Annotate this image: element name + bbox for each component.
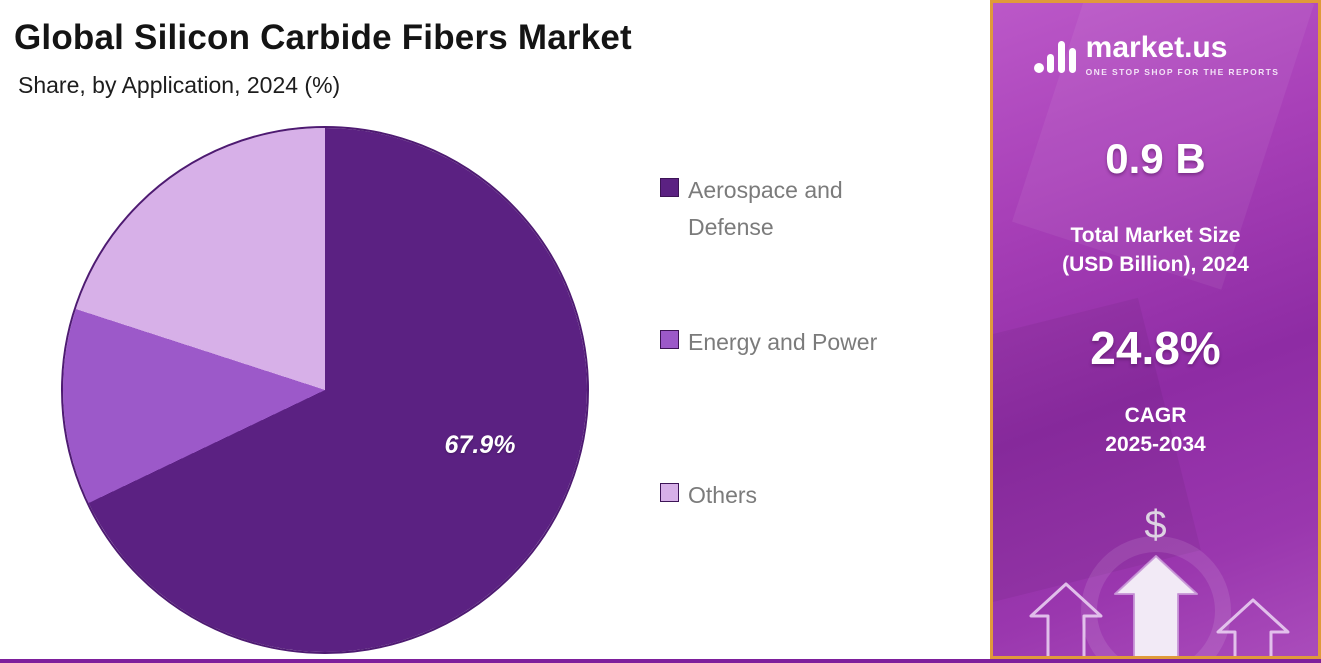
brand-text: market.us ONE STOP SHOP FOR THE REPORTS — [1085, 31, 1280, 78]
legend-label-others: Others — [688, 482, 758, 508]
legend-swatch-others — [660, 483, 679, 502]
page-title: Global Silicon Carbide Fibers Market — [14, 18, 632, 57]
pie-chart — [61, 126, 589, 654]
cagr-value: 24.8% — [1090, 322, 1221, 374]
brand-name: market.us — [1085, 31, 1228, 64]
bottom-border-line — [0, 659, 1321, 663]
growth-arrow-icon — [1113, 555, 1198, 656]
cagr-label-line2: 2025-2034 — [1105, 433, 1206, 456]
growth-arrows — [993, 536, 1318, 656]
pie-slice-label: 67.9% — [444, 431, 516, 459]
chart-area: Global Silicon Carbide Fibers Market Sha… — [14, 18, 960, 654]
legend-item-energy-power: Energy and Power — [660, 324, 877, 361]
market-size-label: Total Market Size (USD Billion), 2024 — [993, 221, 1318, 279]
legend-swatch-aerospace-defense — [660, 178, 679, 197]
market-size-label-line1: Total Market Size — [1070, 224, 1241, 247]
page-subtitle: Share, by Application, 2024 (%) — [18, 72, 341, 98]
pie-chart-wrap: 67.9% — [61, 126, 589, 654]
stat-cagr: 24.8% CAGR 2025-2034 — [993, 321, 1318, 459]
cagr-label: CAGR 2025-2034 — [993, 401, 1318, 459]
stat-market-size: 0.9 B Total Market Size (USD Billion), 2… — [993, 135, 1318, 279]
cagr-label-line1: CAGR — [1124, 404, 1187, 427]
brand-block: market.us ONE STOP SHOP FOR THE REPORTS — [993, 3, 1318, 77]
market-size-value: 0.9 B — [1105, 135, 1206, 182]
legend-label-energy-power: Energy and Power — [688, 329, 878, 355]
chart-legend: Aerospace and Defense Energy and Power O… — [660, 172, 960, 592]
dollar-sign: $ — [1144, 503, 1167, 547]
legend-item-aerospace-defense: Aerospace and Defense — [660, 172, 903, 246]
legend-item-others: Others — [660, 477, 757, 514]
legend-swatch-energy-power — [660, 330, 679, 349]
market-size-label-line2: (USD Billion), 2024 — [1062, 253, 1249, 276]
marketus-logo-icon — [1033, 41, 1076, 73]
growth-arrow-icon — [1216, 598, 1290, 656]
legend-label-aerospace-defense: Aerospace and Defense — [688, 177, 843, 240]
brand-tagline: ONE STOP SHOP FOR THE REPORTS — [1085, 67, 1280, 77]
growth-arrow-icon — [1029, 582, 1103, 656]
sidebar: market.us ONE STOP SHOP FOR THE REPORTS … — [990, 0, 1321, 659]
